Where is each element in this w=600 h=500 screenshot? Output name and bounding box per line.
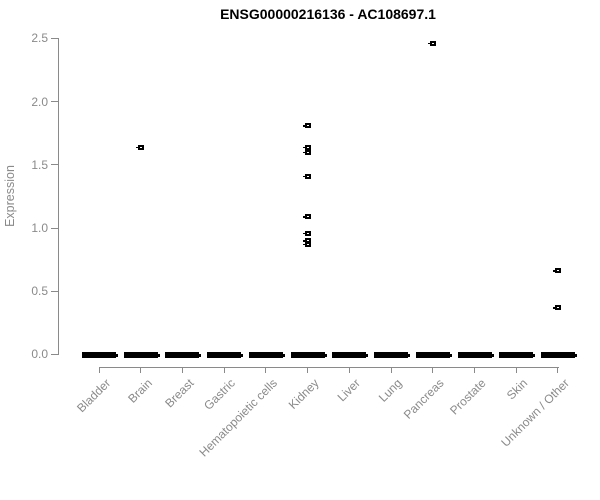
y-tick (51, 164, 58, 166)
x-axis-category-label: Liver (334, 376, 364, 405)
y-tick (51, 37, 58, 39)
zero-expression-bar (123, 352, 160, 358)
x-axis-line (99, 367, 559, 368)
y-tick-label: 0.0 (31, 347, 48, 362)
y-tick (51, 290, 58, 292)
x-tick (432, 367, 434, 373)
x-tick (390, 367, 392, 373)
y-tick (51, 353, 58, 355)
x-axis-category-label: Bladder (73, 376, 113, 416)
zero-expression-bar (374, 352, 411, 358)
y-tick-label: 2.5 (31, 31, 48, 46)
data-point-marker (302, 149, 311, 155)
x-tick (474, 367, 476, 373)
y-tick (51, 101, 58, 103)
zero-expression-bar (165, 352, 202, 358)
x-axis-category-label: Gastric (201, 376, 239, 413)
zero-expression-bar (415, 352, 452, 358)
x-axis-category-label: Lung (376, 376, 405, 405)
zero-expression-bar (290, 352, 327, 358)
data-point-marker (135, 144, 144, 150)
zero-expression-bar (499, 352, 536, 358)
x-axis-category-label: Prostate (446, 376, 489, 418)
data-point-marker (552, 268, 561, 274)
y-axis-title: Expression (3, 165, 17, 227)
data-point-marker (302, 123, 311, 129)
x-axis-category-label: Kidney (285, 376, 322, 412)
data-point-marker (427, 40, 436, 46)
x-tick (181, 367, 183, 373)
x-tick (307, 367, 309, 373)
y-tick (51, 227, 58, 229)
x-axis-category-label: Brain (124, 376, 155, 406)
x-axis-category-label: Pancreas (400, 376, 447, 422)
zero-expression-bar (207, 352, 244, 358)
zero-expression-bar (540, 352, 577, 358)
zero-expression-bar (332, 352, 369, 358)
x-tick (557, 367, 559, 373)
x-tick (515, 367, 517, 373)
x-tick (265, 367, 267, 373)
x-axis-category-label: Skin (503, 376, 531, 403)
data-point-marker (302, 144, 311, 150)
y-axis-line (58, 38, 59, 356)
zero-expression-bar (457, 352, 494, 358)
zero-expression-bar (82, 352, 118, 358)
data-point-marker (302, 230, 311, 236)
x-tick (98, 367, 100, 373)
x-axis-category-label: Hematopoietic cells (196, 376, 280, 460)
data-point-marker (552, 305, 561, 311)
y-tick-label: 2.0 (31, 94, 48, 109)
x-tick (223, 367, 225, 373)
chart-title: ENSG00000216136 - AC108697.1 (220, 6, 436, 22)
y-tick-label: 1.0 (31, 221, 48, 235)
y-tick-label: 0.5 (31, 284, 48, 299)
data-point-marker (302, 214, 311, 220)
y-tick-label: 1.5 (31, 157, 48, 172)
data-point-marker (302, 173, 311, 179)
data-point-marker (302, 241, 311, 247)
x-tick (348, 367, 350, 373)
x-tick (140, 367, 142, 373)
x-axis-category-label: Breast (161, 376, 197, 411)
zero-expression-bar (248, 352, 285, 358)
